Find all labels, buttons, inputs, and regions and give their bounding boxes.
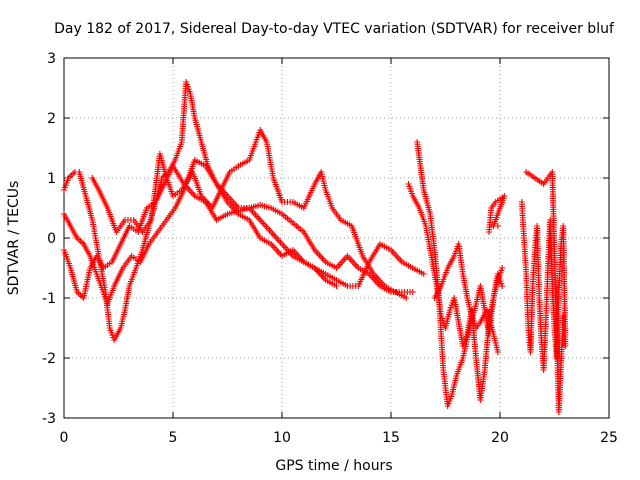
y-tick-label: -2 [42, 351, 56, 367]
data-point [333, 283, 340, 289]
data-point [499, 265, 506, 271]
data-points [61, 79, 569, 415]
x-tick-label: 0 [60, 430, 69, 446]
data-point [494, 349, 501, 355]
data-point [409, 289, 416, 295]
data-point [562, 343, 569, 349]
x-axis-label: GPS time / hours [275, 458, 392, 474]
data-point [499, 283, 506, 289]
x-tick-label: 20 [491, 430, 509, 446]
x-tick-label: 10 [273, 430, 291, 446]
x-tick-label: 25 [600, 430, 618, 446]
x-axis-ticks: 0 5 10 15 20 25 [60, 58, 618, 446]
data-point [560, 313, 567, 319]
y-axis-ticks: -3 -2 -1 0 1 2 3 [42, 51, 609, 427]
y-tick-label: 0 [47, 231, 56, 247]
grid-lines [64, 58, 609, 418]
chart-title: Day 182 of 2017, Sidereal Day-to-day VTE… [54, 21, 615, 37]
x-tick-label: 15 [382, 430, 400, 446]
y-tick-label: 3 [47, 51, 56, 67]
data-point [494, 223, 501, 229]
y-tick-label: -3 [42, 411, 56, 427]
y-tick-label: -1 [42, 291, 56, 307]
x-tick-label: 5 [169, 430, 178, 446]
data-point [403, 295, 410, 301]
y-tick-label: 2 [47, 111, 56, 127]
y-axis-label: SDTVAR / TECUs [6, 181, 22, 296]
data-point [420, 271, 427, 277]
y-tick-label: 1 [47, 171, 56, 187]
